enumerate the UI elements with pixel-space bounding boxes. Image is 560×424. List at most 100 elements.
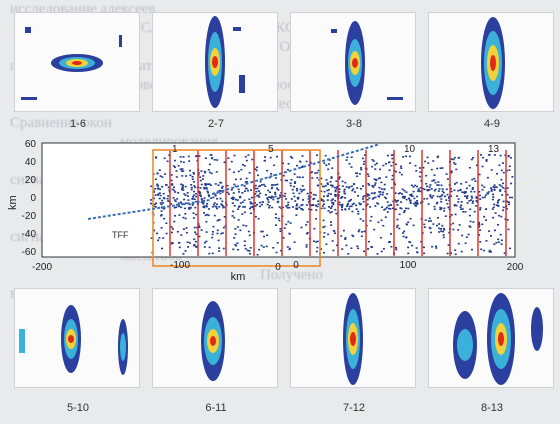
scatter-point [245, 177, 248, 180]
scatter-point [201, 178, 204, 180]
scatter-point [414, 164, 417, 167]
scatter-point [424, 160, 427, 163]
scatter-point [402, 156, 405, 158]
scatter-point [348, 205, 351, 208]
scatter-point [322, 203, 325, 205]
scatter-point [317, 184, 320, 187]
scatter-point [221, 185, 224, 188]
scatter-point [323, 195, 325, 198]
scatter-point [343, 188, 346, 191]
scatter-point [270, 195, 273, 198]
scatter-point [274, 195, 277, 198]
scatter-point [379, 237, 382, 239]
scatter-point [475, 196, 478, 198]
scatter-point [184, 250, 187, 252]
scatter-point [480, 248, 483, 251]
scatter-point [373, 228, 376, 231]
scatter-point [480, 154, 482, 156]
scatter-point [358, 173, 361, 175]
scatter-point [241, 192, 244, 194]
scatter-point [219, 192, 222, 195]
scatter-point [405, 236, 408, 238]
scatter-point [314, 194, 317, 196]
scatter-point [447, 244, 450, 246]
scatter-point [416, 200, 419, 202]
scatter-point [363, 195, 366, 197]
scatter-point [426, 156, 429, 159]
scatter-point [237, 248, 240, 251]
contour-plot [19, 305, 128, 375]
scatter-point [248, 172, 251, 174]
scatter-point [180, 206, 183, 209]
scatter-point [325, 164, 328, 166]
scatter-point [481, 184, 484, 187]
scatter-point [161, 247, 163, 250]
scatter-point [274, 184, 277, 186]
scatter-point [460, 208, 463, 210]
scatter-point [233, 237, 236, 239]
scatter-point [404, 195, 406, 198]
scatter-point [316, 154, 318, 156]
scatter-point [351, 234, 354, 237]
scatter-point [203, 206, 206, 209]
scatter-point [195, 233, 198, 235]
scatter-point [359, 203, 362, 205]
scatter-point [173, 206, 176, 209]
scatter-point [193, 244, 195, 247]
scatter-point [179, 168, 182, 170]
scatter-point [200, 229, 203, 231]
scatter-point [270, 197, 273, 199]
scatter-point [296, 187, 298, 190]
scatter-point [471, 187, 474, 189]
scatter-point [348, 162, 351, 165]
scatter-point [347, 202, 350, 205]
scatter-point [208, 163, 211, 166]
scatter-point [277, 217, 280, 220]
scatter-point [291, 188, 294, 191]
scatter-point [188, 160, 191, 162]
scatter-point [244, 247, 247, 250]
scatter-point [243, 199, 246, 202]
scatter-point [362, 198, 364, 200]
scatter-point [191, 204, 194, 206]
scatter-point [296, 164, 298, 167]
scatter-point [379, 168, 381, 171]
scatter-point [402, 232, 405, 234]
scatter-point [345, 244, 348, 247]
scatter-point [433, 179, 436, 181]
scatter-point [204, 183, 207, 185]
scatter-point [374, 163, 377, 166]
scatter-point [363, 230, 366, 233]
scatter-point [338, 177, 341, 180]
panel-caption: 3-8 [346, 118, 362, 130]
scatter-point [453, 189, 456, 192]
scatter-point [386, 201, 389, 203]
scatter-point [260, 184, 263, 186]
scatter-point [446, 202, 449, 205]
scatter-point [249, 252, 251, 255]
scatter-point [488, 230, 491, 232]
scatter-point [200, 201, 203, 203]
scatter-point [280, 249, 283, 252]
scatter-point [367, 248, 370, 250]
scatter-point [452, 222, 455, 225]
scatter-point [425, 182, 428, 185]
scatter-point [337, 184, 340, 187]
scatter-point [331, 185, 334, 188]
scatter-point [398, 213, 401, 216]
scatter-point [251, 206, 254, 209]
scatter-point [507, 228, 510, 231]
scatter-point [450, 170, 453, 173]
scatter-point [426, 197, 429, 200]
scatter-point [204, 184, 207, 186]
scatter-point [262, 183, 265, 186]
scatter-point [341, 203, 344, 206]
scatter-point [505, 208, 508, 210]
scatter-point [331, 240, 334, 242]
scatter-point [440, 200, 443, 203]
scatter-point [327, 192, 330, 195]
x-axis-label: km [231, 271, 246, 282]
scatter-point [390, 164, 393, 167]
scatter-point [333, 186, 336, 189]
scatter-point [442, 230, 444, 233]
